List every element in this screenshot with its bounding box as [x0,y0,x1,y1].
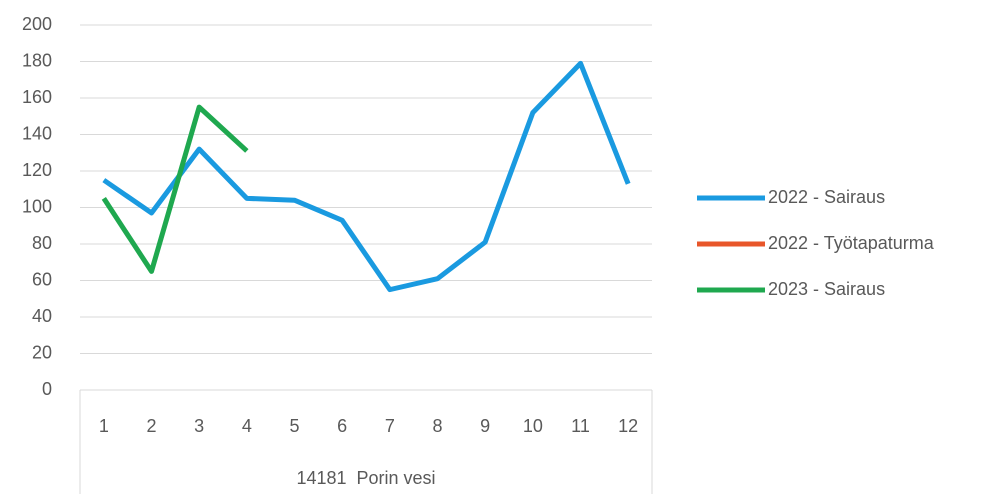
legend-label: 2023 - Sairaus [768,279,885,299]
y-tick-label: 20 [32,342,52,362]
x-tick-label: 11 [571,416,590,436]
x-tick-label: 2 [146,416,156,436]
series-line [101,104,249,274]
x-tick-label: 4 [242,416,252,436]
x-tick-label: 6 [337,416,347,436]
x-tick-label: 9 [480,416,490,436]
y-tick-label: 100 [22,196,52,216]
y-tick-label: 80 [32,233,52,253]
y-tick-label: 120 [22,160,52,180]
x-tick-label: 10 [523,416,543,436]
y-tick-label: 0 [42,379,52,399]
legend-label: 2022 - Sairaus [768,187,885,207]
x-tick-label: 3 [194,416,204,436]
x-tick-label: 1 [99,416,109,436]
legend-label: 2022 - Työtapaturma [768,233,935,253]
x-tick-label: 7 [385,416,395,436]
x-tick-label: 12 [618,416,638,436]
y-tick-label: 40 [32,306,52,326]
y-tick-label: 140 [22,123,52,143]
x-tick-label: 5 [289,416,299,436]
x-tick-label: 8 [432,416,442,436]
y-tick-label: 200 [22,14,52,34]
series-line [102,60,631,293]
y-tick-label: 60 [32,269,52,289]
y-tick-label: 160 [22,87,52,107]
y-tick-label: 180 [22,50,52,70]
x-group-label: 14181 Porin vesi [296,468,435,488]
